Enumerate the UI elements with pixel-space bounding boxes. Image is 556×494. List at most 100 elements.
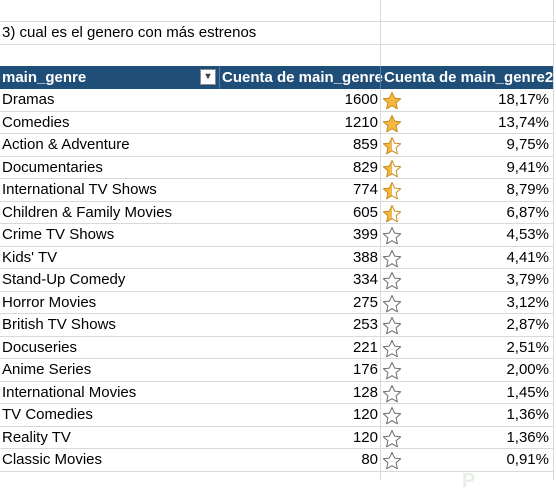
genre-cell[interactable]: Reality TV: [2, 428, 71, 446]
table-row[interactable]: TV Comedies 120 1,36%: [0, 404, 553, 427]
genre-cell[interactable]: International TV Shows: [2, 181, 157, 198]
percent-cell[interactable]: 13,74%: [498, 113, 549, 131]
star-rating-icon: [382, 114, 402, 132]
count-cell[interactable]: 176: [352, 361, 378, 378]
count-cell[interactable]: 253: [352, 316, 378, 333]
percent-cell[interactable]: 3,79%: [506, 271, 549, 288]
percent-cell[interactable]: 0,91%: [506, 451, 549, 468]
column-divider: [553, 0, 554, 480]
percent-cell[interactable]: 9,75%: [506, 136, 549, 153]
row-divider: [0, 44, 556, 45]
count-cell[interactable]: 128: [352, 383, 378, 401]
percent-cell[interactable]: 8,79%: [506, 181, 549, 198]
percent-cell[interactable]: 6,87%: [506, 203, 549, 221]
percent-cell[interactable]: 9,41%: [506, 158, 549, 176]
table-row[interactable]: Kids' TV 388 4,41%: [0, 247, 553, 269]
table-row[interactable]: International Movies 128 1,45%: [0, 382, 553, 404]
genre-cell[interactable]: Horror Movies: [2, 293, 97, 311]
genre-cell[interactable]: International Movies: [2, 383, 137, 401]
table-row[interactable]: Dramas 1600 18,17%: [0, 89, 553, 112]
count-cell[interactable]: 829: [352, 158, 378, 176]
genre-cell[interactable]: Comedies: [2, 113, 70, 131]
star-rating-icon: [382, 204, 402, 222]
star-rating-icon: [382, 294, 402, 312]
watermark-logo: P: [462, 470, 476, 492]
star-rating-icon: [382, 159, 402, 177]
header-count[interactable]: Cuenta de main_genre: [222, 69, 383, 86]
table-row[interactable]: Action & Adventure 859 9,75%: [0, 134, 553, 157]
header-divider: [219, 66, 220, 89]
count-cell[interactable]: 388: [352, 248, 378, 266]
percent-cell[interactable]: 1,36%: [506, 406, 549, 423]
row-divider: [0, 290, 553, 292]
table-row[interactable]: Horror Movies 275 3,12%: [0, 292, 553, 314]
row-divider: [0, 335, 553, 337]
table-row[interactable]: Reality TV 120 1,36%: [0, 427, 553, 449]
header-count2[interactable]: Cuenta de main_genre2: [384, 69, 554, 86]
star-rating-icon: [382, 182, 402, 200]
header-main-genre[interactable]: main_genre: [2, 69, 87, 86]
percent-cell[interactable]: 3,12%: [506, 293, 549, 311]
count-cell[interactable]: 334: [352, 271, 378, 288]
star-rating-icon: [382, 429, 402, 447]
genre-cell[interactable]: Anime Series: [2, 361, 92, 378]
genre-cell[interactable]: TV Comedies: [2, 406, 93, 423]
table-row[interactable]: Documentaries 829 9,41%: [0, 157, 553, 179]
count-cell[interactable]: 774: [352, 181, 378, 198]
row-divider: [0, 470, 553, 472]
table-row[interactable]: Classic Movies 80 0,91%: [0, 449, 553, 472]
count-cell[interactable]: 859: [352, 136, 378, 153]
count-cell[interactable]: 1210: [344, 113, 378, 131]
table-row[interactable]: British TV Shows 253 2,87%: [0, 314, 553, 337]
genre-cell[interactable]: Crime TV Shows: [2, 226, 115, 243]
star-rating-icon: [382, 407, 402, 425]
genre-cell[interactable]: Documentaries: [2, 158, 103, 176]
star-rating-icon: [382, 452, 402, 470]
count-cell[interactable]: 120: [352, 428, 378, 446]
percent-cell[interactable]: 18,17%: [498, 91, 549, 108]
count-cell[interactable]: 1600: [344, 91, 378, 108]
genre-cell[interactable]: British TV Shows: [2, 316, 116, 333]
table-row[interactable]: Children & Family Movies 605 6,87%: [0, 202, 553, 224]
column-divider: [380, 0, 381, 480]
row-divider: [0, 425, 553, 427]
genre-cell[interactable]: Stand-Up Comedy: [2, 271, 126, 288]
percent-cell[interactable]: 2,87%: [506, 316, 549, 333]
table-row[interactable]: International TV Shows 774 8,79%: [0, 179, 553, 202]
row-divider: [0, 223, 553, 224]
star-rating-icon: [382, 92, 402, 110]
count-cell[interactable]: 120: [352, 406, 378, 423]
count-cell[interactable]: 605: [352, 203, 378, 221]
genre-cell[interactable]: Action & Adventure: [2, 136, 130, 153]
table-row[interactable]: Docuseries 221 2,51%: [0, 337, 553, 359]
genre-cell[interactable]: Dramas: [2, 91, 55, 108]
star-rating-icon: [382, 249, 402, 267]
percent-cell[interactable]: 2,00%: [506, 361, 549, 378]
table-row[interactable]: Comedies 1210 13,74%: [0, 112, 553, 134]
filter-dropdown-icon[interactable]: ▾: [200, 69, 216, 85]
percent-cell[interactable]: 1,36%: [506, 428, 549, 446]
genre-cell[interactable]: Classic Movies: [2, 451, 103, 468]
table-row[interactable]: Anime Series 176 2,00%: [0, 359, 553, 382]
genre-cell[interactable]: Docuseries: [2, 338, 78, 356]
row-divider: [0, 200, 553, 202]
count-cell[interactable]: 399: [352, 226, 378, 243]
count-cell[interactable]: 80: [361, 451, 378, 468]
count-cell[interactable]: 275: [352, 293, 378, 311]
genre-cell[interactable]: Children & Family Movies: [2, 203, 173, 221]
table-row[interactable]: Stand-Up Comedy 334 3,79%: [0, 269, 553, 292]
count-cell[interactable]: 221: [352, 338, 378, 356]
table-row[interactable]: Crime TV Shows 399 4,53%: [0, 224, 553, 247]
star-rating-icon: [382, 137, 402, 155]
star-rating-icon: [382, 339, 402, 357]
percent-cell[interactable]: 4,53%: [506, 226, 549, 243]
row-divider: [0, 133, 553, 134]
percent-cell[interactable]: 2,51%: [506, 338, 549, 356]
row-divider: [0, 268, 553, 269]
percent-cell[interactable]: 1,45%: [506, 383, 549, 401]
percent-cell[interactable]: 4,41%: [506, 248, 549, 266]
row-divider: [0, 21, 556, 22]
genre-cell[interactable]: Kids' TV: [2, 248, 58, 266]
question-cell[interactable]: 3) cual es el genero con más estrenos: [2, 24, 257, 41]
